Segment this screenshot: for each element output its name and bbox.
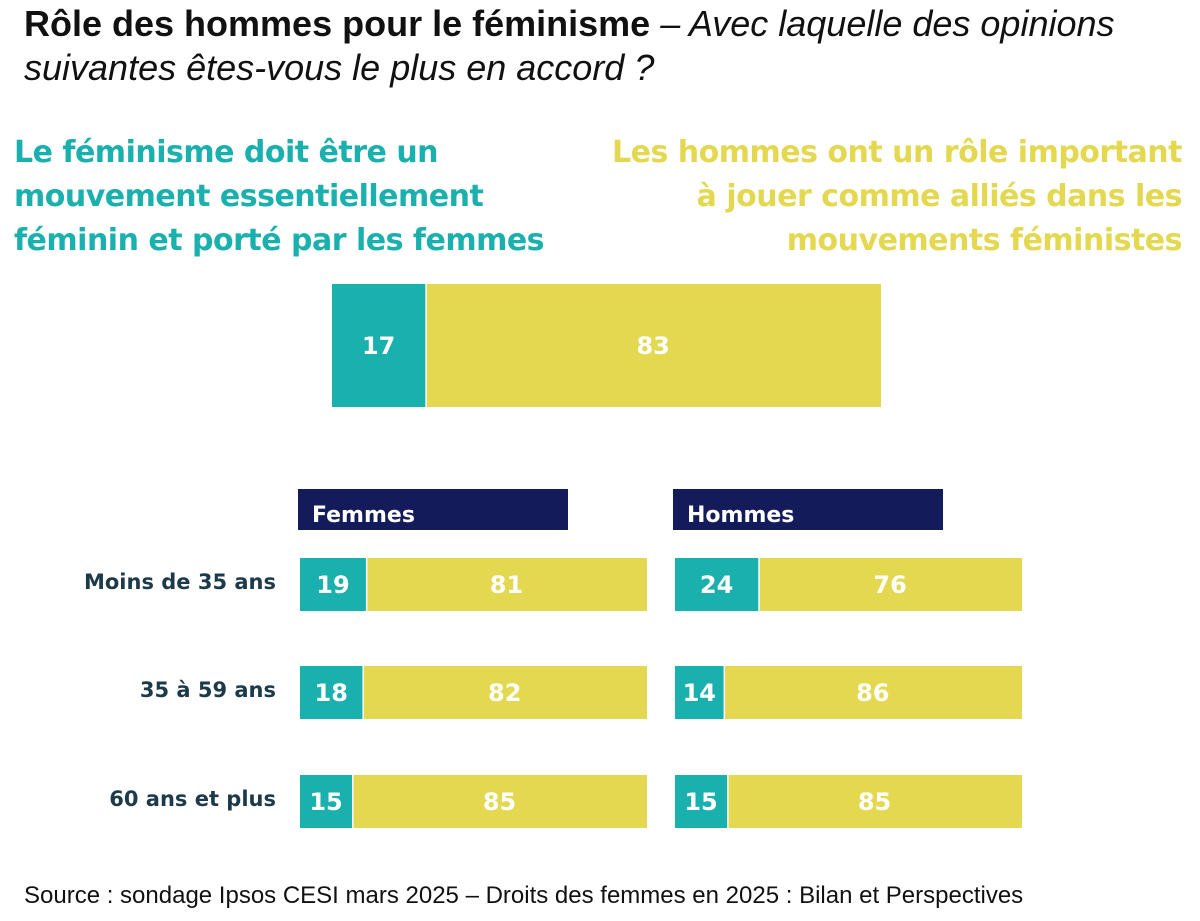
group-header-2-label: Hommes — [687, 503, 794, 528]
total-yellow-label: 83 — [636, 332, 669, 360]
row-label-1: Moins de 35 ans — [84, 570, 276, 594]
g1-row-1-teal-label: 19 — [316, 571, 349, 599]
chart-title: Rôle des hommes pour le féminisme – Avec… — [24, 2, 1174, 90]
g2-row-1-yellow-label: 76 — [873, 571, 906, 599]
g2-row-3-teal-bar — [675, 775, 728, 828]
g2-row-3-yellow-label: 85 — [858, 788, 891, 816]
g1-row-1-yellow-bar — [367, 558, 647, 611]
g2-row-2-teal-bar — [675, 666, 724, 719]
group-header-1-label: Femmes — [312, 503, 415, 528]
row-label-3: 60 ans et plus — [109, 787, 276, 811]
g1-row-2-teal-label: 18 — [315, 679, 348, 707]
g1-row-3-teal-label: 15 — [309, 788, 342, 816]
group-header-2-bg — [673, 489, 943, 530]
legend-yellow: Les hommes ont un rôle important à jouer… — [612, 135, 1183, 258]
title-bold: Rôle des hommes pour le féminisme — [24, 3, 651, 44]
g1-row-3-teal-bar — [300, 775, 353, 828]
g2-row-1-yellow-bar — [759, 558, 1022, 611]
row-label-2: 35 à 59 ans — [140, 678, 276, 702]
g1-row-3-yellow-bar — [353, 775, 647, 828]
total-yellow-bar — [426, 284, 881, 407]
total-teal-label: 17 — [362, 332, 395, 360]
g1-row-3-yellow-label: 85 — [483, 788, 516, 816]
g1-row-1-teal-bar — [300, 558, 366, 611]
g2-row-3-yellow-bar — [728, 775, 1022, 828]
g2-row-2-teal-label: 14 — [683, 679, 716, 707]
g2-row-2-yellow-bar — [725, 666, 1022, 719]
total-teal-bar — [332, 284, 426, 407]
source-note: Source : sondage Ipsos CESI mars 2025 – … — [24, 882, 1024, 909]
g2-row-2-yellow-label: 86 — [856, 679, 889, 707]
legend-teal: Le féminisme doit être un mouvement esse… — [14, 135, 545, 258]
g1-row-2-yellow-bar — [363, 666, 647, 719]
title-italic: – Avec laquelle des opinions suivantes ê… — [24, 3, 1115, 88]
group-header-1-bg — [298, 489, 568, 530]
g1-row-2-yellow-label: 82 — [488, 679, 521, 707]
g2-row-3-teal-label: 15 — [684, 788, 717, 816]
g2-row-1-teal-bar — [675, 558, 759, 611]
g2-row-1-teal-label: 24 — [700, 571, 733, 599]
g1-row-2-teal-bar — [300, 666, 363, 719]
g1-row-1-yellow-label: 81 — [490, 571, 523, 599]
